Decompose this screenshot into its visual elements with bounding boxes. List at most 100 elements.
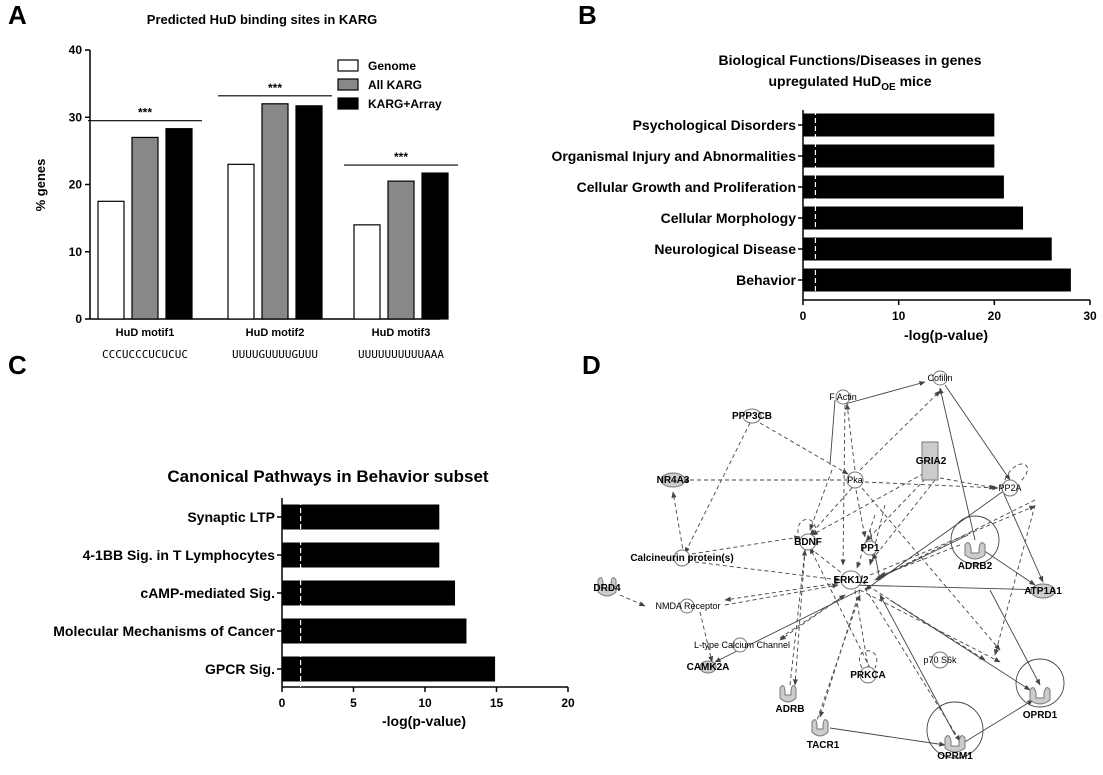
node-shape <box>846 471 864 489</box>
legend-swatch-genome <box>337 59 359 72</box>
node-label-tacr1: TACR1 <box>807 740 840 751</box>
legend-label-karg-array: KARG+Array <box>368 97 442 111</box>
node-label-atp1a1: ATP1A1 <box>1024 586 1062 597</box>
category-label-neurological-disease: Neurological Disease <box>654 241 796 257</box>
y-tick-label: 30 <box>69 110 83 124</box>
chart-a: Predicted HuD binding sites in KARG % ge… <box>33 12 458 361</box>
bar-genome-3 <box>353 224 381 320</box>
node-shape <box>1030 583 1056 599</box>
node-label-drd4: DRD4 <box>593 583 621 594</box>
node-shape <box>673 549 691 567</box>
x-tick-label: 20 <box>561 696 575 710</box>
category-label-4-1bb-sig-in-t-lymphocytes: 4-1BB Sig. in T Lymphocytes <box>83 547 276 563</box>
bar-molecular-mechanisms-of-cancer <box>282 618 467 644</box>
category-label-2: HuD motif2 <box>246 327 305 339</box>
node-label-nmda: NMDA Receptor <box>655 601 720 611</box>
node-label-calcineurin: Calcineurin protein(s) <box>630 553 733 564</box>
node-label-pp1: PP1 <box>861 543 880 554</box>
x-tick-label: 10 <box>892 309 906 323</box>
node-label-camk2a: CAMK2A <box>687 662 730 673</box>
node-shape <box>660 472 686 488</box>
y-tick-label: 10 <box>69 245 83 259</box>
node-label-oprm1: OPRM1 <box>937 751 973 762</box>
node-shape <box>732 637 748 653</box>
panel-label-d: D <box>582 350 601 380</box>
legend-label-genome: Genome <box>368 59 416 73</box>
y-tick-label: 0 <box>75 312 82 326</box>
node-label-gria2: GRIA2 <box>916 456 947 467</box>
category-label-1: HuD motif1 <box>116 327 175 339</box>
legend-swatch-karg-array <box>337 97 359 110</box>
node-shape <box>742 408 762 424</box>
node-shape <box>835 389 851 405</box>
node-shape <box>679 598 695 614</box>
x-tick-label: 5 <box>350 696 357 710</box>
panel-label-b: B <box>578 0 597 30</box>
category-label-cellular-morphology: Cellular Morphology <box>661 210 797 226</box>
x-tick-label: 0 <box>800 309 807 323</box>
y-tick-label: 40 <box>69 43 83 57</box>
x-tick-label: 20 <box>988 309 1002 323</box>
panel-label-c: C <box>8 350 27 380</box>
node-shape <box>1029 687 1051 705</box>
node-label-nr4a3: NR4A3 <box>657 475 690 486</box>
category-label-psychological-disorders: Psychological Disorders <box>633 117 797 133</box>
node-label-pka: Pka <box>847 475 863 485</box>
node-label-adrb2: ADRB2 <box>958 561 993 572</box>
bar-organismal-injury-and-abnormalities <box>803 144 995 168</box>
node-shape <box>932 370 948 386</box>
x-tick-label: 15 <box>490 696 504 710</box>
category-label-camp-mediated-sig: cAMP-mediated Sig. <box>140 585 275 601</box>
bar-synaptic-ltp <box>282 504 440 530</box>
chart-c-xlabel: -log(p-value) <box>382 713 466 729</box>
bar-all-karg-3 <box>387 180 415 320</box>
node-label-cofilin: Cofilin <box>927 373 952 383</box>
node-shape <box>944 735 966 753</box>
node-shape <box>921 441 939 481</box>
node-shape <box>1001 479 1019 497</box>
bar-genome-1 <box>97 200 125 320</box>
node-label-adrb: ADRB <box>776 704 805 715</box>
bar-4-1bb-sig-in-t-lymphocytes <box>282 542 440 568</box>
category-label-3: HuD motif3 <box>372 327 431 339</box>
chart-b-title-line1: Biological Functions/Diseases in genes <box>719 52 982 68</box>
node-shape <box>859 666 877 684</box>
chart-b: Biological Functions/Diseases in genes u… <box>551 52 1097 343</box>
node-label-erk12: ERK1/2 <box>833 575 868 586</box>
network-diagram: Cofilin F Actin PPP3CB NR4A3 Pka GRIA2 P… <box>593 370 1065 762</box>
node-label-pp2a: PP2A <box>998 483 1021 493</box>
chart-a-title: Predicted HuD binding sites in KARG <box>147 12 377 27</box>
node-shape <box>862 540 878 556</box>
bar-all-karg-1 <box>131 136 159 320</box>
category-label-cellular-growth-and-proliferation: Cellular Growth and Proliferation <box>577 179 796 195</box>
node-shape <box>699 660 717 674</box>
bar-cellular-morphology <box>803 206 1024 230</box>
chart-c-title: Canonical Pathways in Behavior subset <box>167 467 489 486</box>
x-tick-label: 30 <box>1083 309 1097 323</box>
node-label-p70s6k: p70 S6k <box>923 655 957 665</box>
bar-neurological-disease <box>803 237 1052 261</box>
node-shape <box>840 570 862 590</box>
node-label-bdnf: BDNF <box>794 537 822 548</box>
significance-label: *** <box>268 81 282 95</box>
category-label-organismal-injury-and-abnormalities: Organismal Injury and Abnormalities <box>551 148 796 164</box>
bar-karg-array-2 <box>295 105 323 320</box>
bar-behavior <box>803 268 1071 292</box>
significance-label: *** <box>394 150 408 164</box>
panel-label-a: A <box>8 0 27 30</box>
y-tick-label: 20 <box>69 178 83 192</box>
chart-a-ylabel: % genes <box>33 159 48 212</box>
category-label-molecular-mechanisms-of-cancer: Molecular Mechanisms of Cancer <box>53 623 275 639</box>
bar-cellular-growth-and-proliferation <box>803 175 1004 199</box>
node-label-oprd1: OPRD1 <box>1023 710 1058 721</box>
chart-b-title-line2: upregulated HuDOE mice <box>768 73 931 93</box>
node-label-f-actin: F Actin <box>829 392 857 402</box>
category-label-behavior: Behavior <box>736 272 796 288</box>
node-shape <box>811 719 829 737</box>
bar-psychological-disorders <box>803 113 995 137</box>
legend-swatch-all-karg <box>337 78 359 91</box>
bar-karg-array-1 <box>165 128 193 320</box>
bar-karg-array-3 <box>421 172 449 320</box>
node-label-prkca: PRKCA <box>850 670 886 681</box>
bar-camp-mediated-sig <box>282 580 456 606</box>
